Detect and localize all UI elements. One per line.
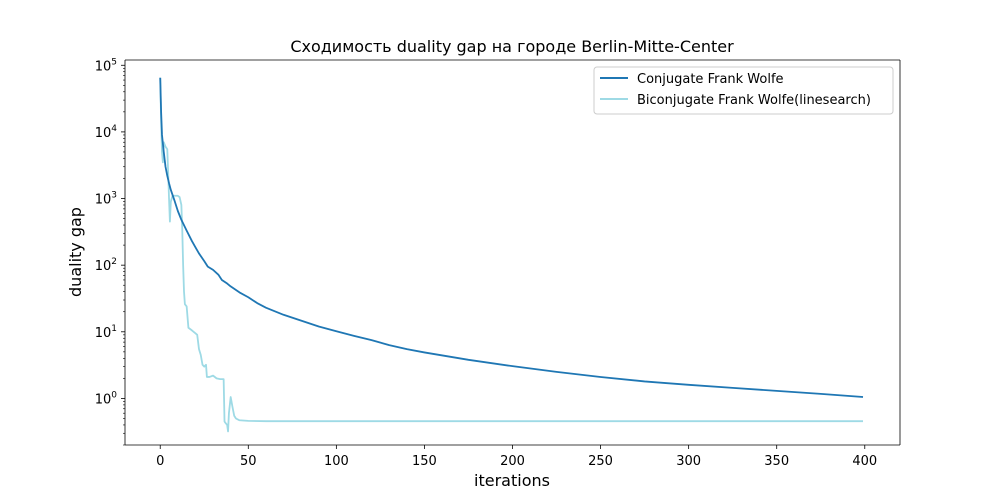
x-axis-label: iterations <box>474 471 550 490</box>
y-axis-label: duality gap <box>66 207 85 297</box>
legend: Conjugate Frank Wolfe Biconjugate Frank … <box>593 66 894 115</box>
legend-label-conjugate: Conjugate Frank Wolfe <box>637 72 784 87</box>
plot-area: 0 50 100 150 200 250 300 350 400 100 101 102 103 104… <box>95 57 901 469</box>
y-tick-label: 105 <box>95 57 117 74</box>
x-tick-label: 400 <box>852 454 877 469</box>
y-axis: 100 101 102 103 104 105 <box>95 57 125 446</box>
x-tick-label: 100 <box>324 454 349 469</box>
legend-label-biconjugate: Biconjugate Frank Wolfe(linesearch) <box>637 93 871 108</box>
x-tick-label: 200 <box>500 454 525 469</box>
series-line-conjugate <box>159 77 864 398</box>
series-line-biconjugate <box>159 77 864 433</box>
y-tick-label: 100 <box>95 390 118 407</box>
axes-background <box>125 60 900 445</box>
x-tick-label: 150 <box>412 454 437 469</box>
y-tick-label: 101 <box>95 324 117 341</box>
y-tick-label: 102 <box>95 257 117 274</box>
y-tick-label: 104 <box>95 124 118 141</box>
x-tick-label: 250 <box>588 454 613 469</box>
x-tick-label: 350 <box>764 454 789 469</box>
x-tick-label: 0 <box>156 454 164 469</box>
x-tick-label: 50 <box>240 454 257 469</box>
legend-box <box>593 66 894 115</box>
x-axis: 0 50 100 150 200 250 300 350 400 <box>156 445 877 469</box>
x-tick-label: 300 <box>676 454 701 469</box>
y-tick-label: 103 <box>95 191 117 208</box>
series-layer <box>159 77 864 433</box>
chart-title: Сходимость duality gap на городе Berlin-… <box>290 37 734 56</box>
